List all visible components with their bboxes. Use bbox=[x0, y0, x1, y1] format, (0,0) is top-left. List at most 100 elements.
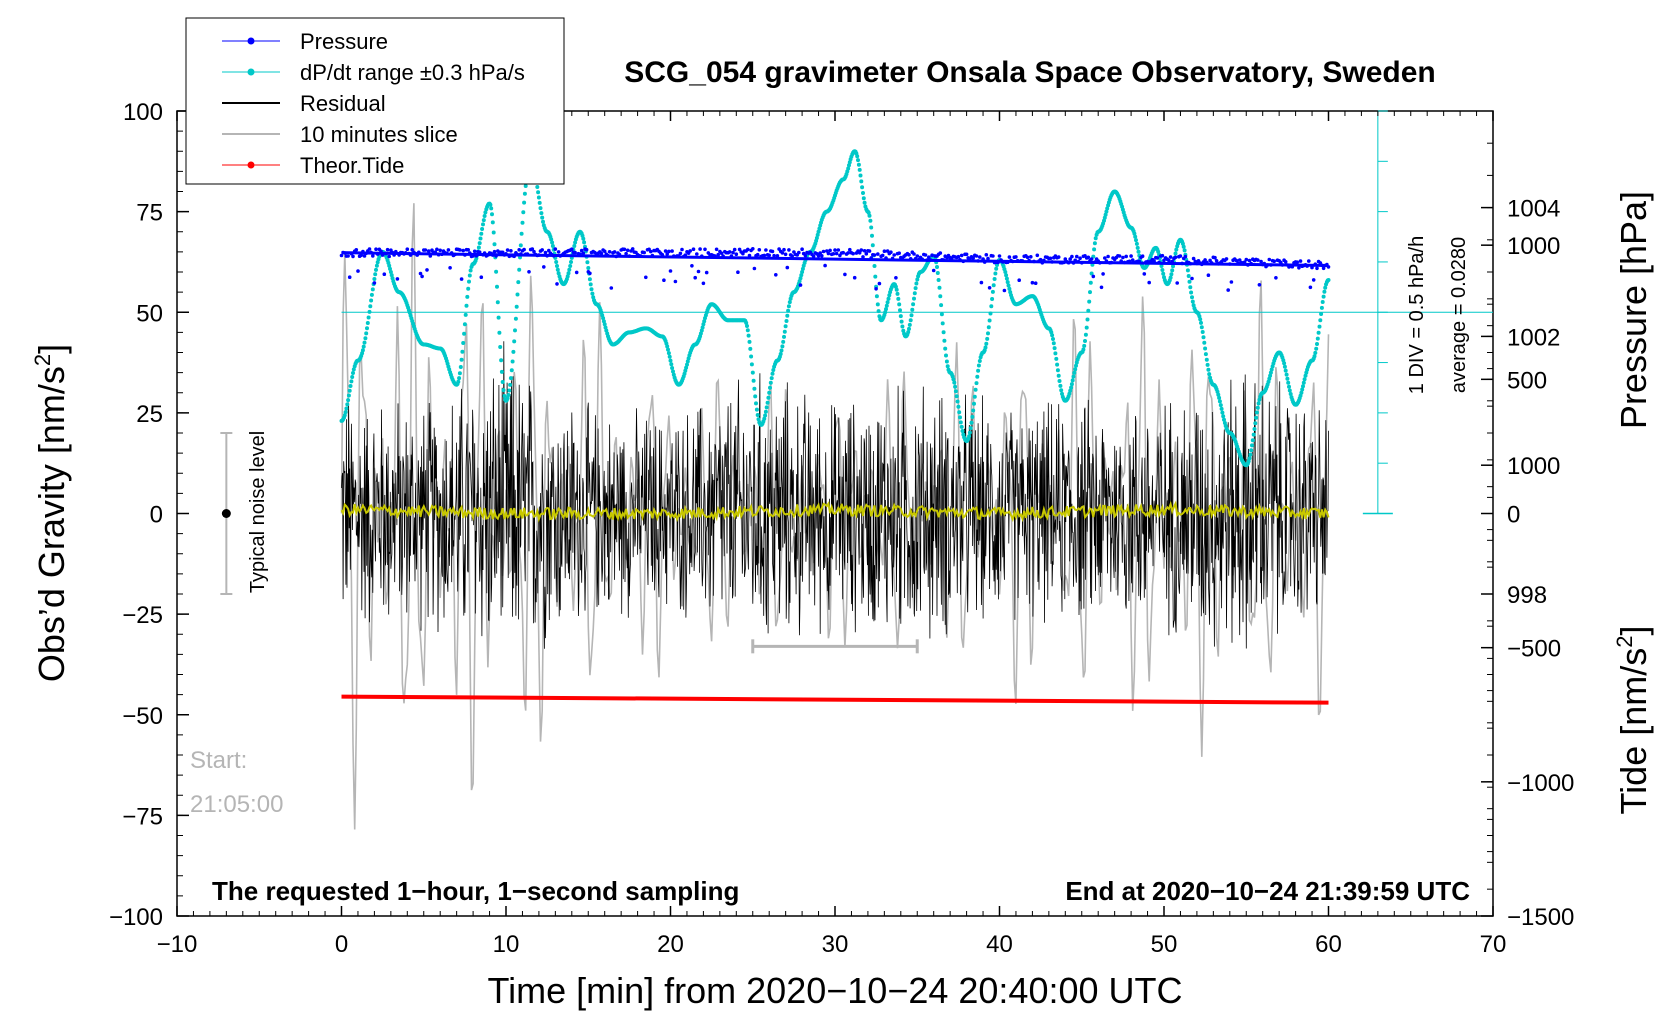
dpdt-point bbox=[856, 162, 861, 167]
pressure-point bbox=[752, 266, 757, 271]
dpdt-point bbox=[515, 292, 520, 297]
dpdt-point bbox=[990, 289, 995, 294]
tide-axis-label: Tide [nm/s2] bbox=[1612, 626, 1654, 815]
dpdt-point bbox=[499, 369, 504, 374]
pressure-point bbox=[1078, 256, 1082, 261]
dpdt-point bbox=[960, 429, 965, 433]
dpdt-point bbox=[566, 271, 571, 276]
dpdt-point bbox=[591, 295, 596, 300]
pressure-point bbox=[927, 255, 931, 259]
pressure-point bbox=[1106, 254, 1110, 259]
dpdt-point bbox=[1134, 241, 1139, 246]
pressure-point bbox=[553, 247, 558, 251]
dpdt-point bbox=[465, 294, 470, 299]
dpdt-point bbox=[685, 359, 690, 364]
pressure-point bbox=[547, 248, 551, 253]
dpdt-point bbox=[971, 408, 976, 413]
dpdt-point bbox=[1198, 317, 1203, 322]
dpdt-point bbox=[699, 328, 704, 333]
dpdt-point bbox=[958, 420, 963, 425]
dpdt-point bbox=[778, 352, 783, 356]
dpdt-point bbox=[665, 344, 670, 349]
dpdt-point bbox=[573, 240, 578, 245]
dpdt-point bbox=[683, 368, 688, 373]
dpdt-point bbox=[1254, 410, 1259, 415]
dpdt-point bbox=[369, 292, 374, 297]
pressure-point bbox=[1237, 258, 1242, 262]
pressure-point bbox=[693, 275, 697, 280]
dpdt-point bbox=[373, 272, 378, 277]
pressure-point bbox=[848, 247, 852, 252]
pressure-point bbox=[1224, 257, 1229, 261]
dpdt-point bbox=[585, 260, 590, 265]
dpdt-point bbox=[346, 393, 351, 398]
dpdt-point bbox=[976, 363, 981, 368]
pressure-point bbox=[599, 251, 604, 256]
dpdt-point bbox=[899, 319, 904, 324]
div-scale-annotation: 1 DIV = 0.5 hPa/h bbox=[1406, 236, 1428, 394]
dpdt-point bbox=[945, 364, 950, 369]
pressure-point bbox=[665, 252, 669, 256]
dpdt-point bbox=[800, 270, 805, 274]
pressure-point bbox=[741, 251, 745, 256]
dpdt-point bbox=[509, 368, 514, 373]
pressure-point bbox=[1142, 272, 1147, 276]
dpdt-point bbox=[537, 200, 542, 205]
pressure-point bbox=[1311, 278, 1316, 282]
pressure-point bbox=[1086, 255, 1091, 260]
dpdt-point bbox=[365, 321, 370, 325]
dpdt-point bbox=[1247, 456, 1252, 461]
dpdt-point bbox=[375, 260, 380, 265]
dpdt-point bbox=[847, 160, 852, 165]
dpdt-point bbox=[913, 286, 918, 291]
pressure-point bbox=[1307, 259, 1311, 263]
start-label: Start: bbox=[190, 747, 247, 774]
dpdt-point bbox=[668, 358, 673, 363]
pressure-point bbox=[609, 286, 614, 290]
dpdt-point bbox=[973, 387, 978, 392]
dpdt-point bbox=[510, 359, 515, 364]
pressure-point bbox=[423, 248, 428, 252]
dpdt-point bbox=[1068, 388, 1073, 393]
pressure-point bbox=[772, 253, 776, 258]
dpdt-point bbox=[856, 158, 860, 163]
dpdt-point bbox=[369, 298, 374, 303]
dpdt-point bbox=[1133, 234, 1138, 239]
dpdt-point bbox=[886, 296, 891, 301]
dpdt-point bbox=[1171, 264, 1175, 269]
dpdt-point bbox=[1134, 238, 1138, 243]
y-axis-label: Obs’d Gravity [nm/s2] bbox=[30, 344, 72, 682]
dpdt-point bbox=[1055, 362, 1060, 367]
dpdt-point bbox=[957, 410, 962, 415]
dpdt-point bbox=[1323, 285, 1328, 290]
dpdt-point bbox=[1056, 373, 1061, 378]
dpdt-point bbox=[698, 331, 703, 336]
pressure-point bbox=[522, 247, 526, 252]
dpdt-point bbox=[1218, 403, 1223, 408]
dpdt-point bbox=[1087, 299, 1092, 304]
pressure-point bbox=[696, 269, 701, 274]
x-axis-label: Time [min] from 2020−10−24 20:40:00 UTC bbox=[487, 970, 1182, 1011]
dpdt-point bbox=[535, 185, 540, 189]
dpdt-point bbox=[938, 294, 943, 299]
tide-axis-label-sup: 2 bbox=[1612, 636, 1637, 648]
dpdt-point bbox=[762, 416, 767, 421]
dpdt-point bbox=[784, 319, 789, 323]
dpdt-point bbox=[1082, 343, 1087, 348]
dpdt-point bbox=[374, 267, 378, 272]
dpdt-point bbox=[866, 210, 871, 215]
pressure-point bbox=[1315, 266, 1319, 271]
dpdt-point bbox=[702, 319, 707, 324]
dpdt-point bbox=[684, 365, 689, 370]
pressure-point bbox=[978, 255, 982, 259]
dpdt-point bbox=[501, 388, 506, 393]
dpdt-point bbox=[513, 328, 517, 333]
pressure-point bbox=[828, 248, 832, 253]
dpdt-point bbox=[345, 402, 350, 407]
dpdt-point bbox=[513, 316, 518, 321]
dpdt-point bbox=[972, 394, 977, 399]
dpdt-point bbox=[550, 244, 555, 248]
dpdt-point bbox=[1254, 415, 1259, 420]
dpdt-point bbox=[752, 386, 757, 391]
y-tick-label: −25 bbox=[122, 602, 163, 629]
